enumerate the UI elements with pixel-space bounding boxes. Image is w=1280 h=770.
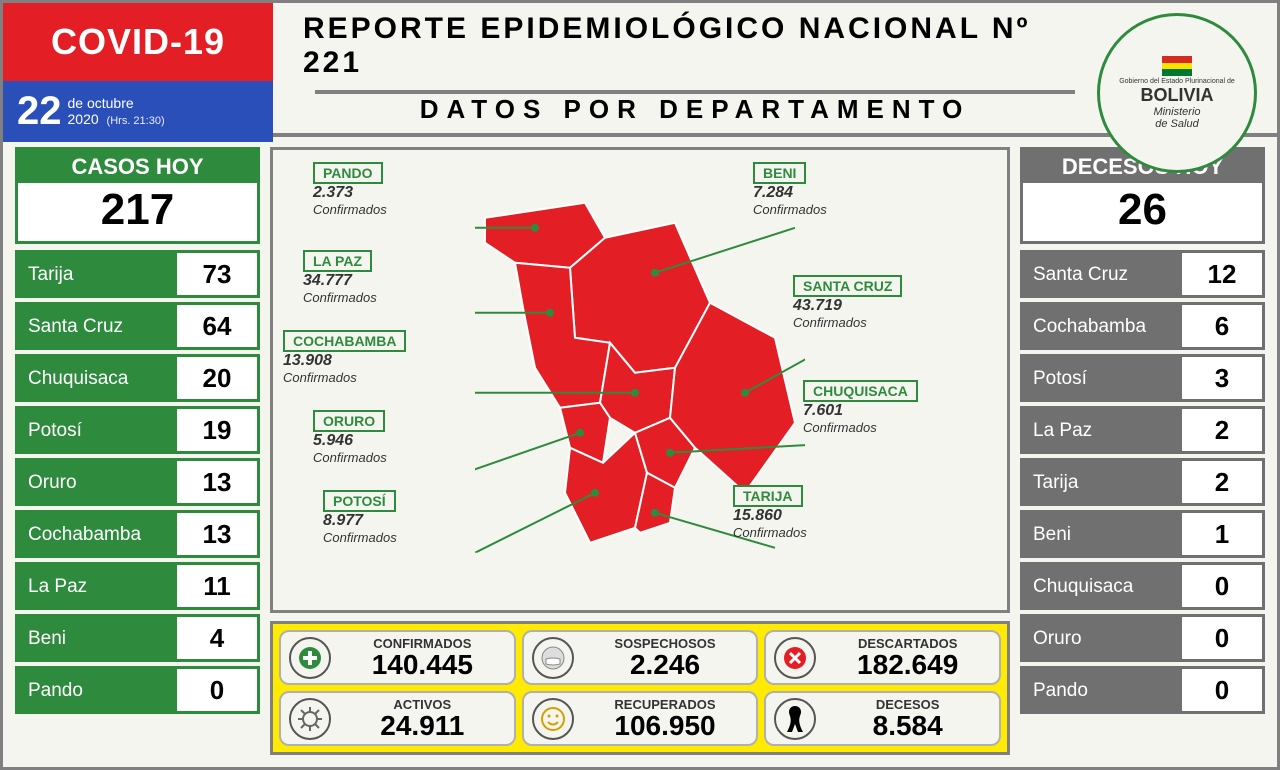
deaths-row: Cochabamba6 xyxy=(1020,302,1265,350)
deaths-today-total: 26 xyxy=(1020,180,1265,244)
cases-row-value: 73 xyxy=(177,253,257,295)
stat-card-sospechosos: SOSPECHOSOS2.246 xyxy=(522,630,759,685)
map-label-pando: PANDO2.373Confirmados xyxy=(313,162,387,217)
deaths-row-label: Chuquisaca xyxy=(1023,565,1182,607)
map-label-santa-cruz: SANTA CRUZ43.719Confirmados xyxy=(793,275,902,330)
cases-row-label: Pando xyxy=(18,669,177,711)
deaths-row-label: La Paz xyxy=(1023,409,1182,451)
cases-row: Tarija73 xyxy=(15,250,260,298)
smile-icon xyxy=(532,698,574,740)
cases-row-value: 0 xyxy=(177,669,257,711)
map-label-la-paz: LA PAZ34.777Confirmados xyxy=(303,250,377,305)
stat-value: 8.584 xyxy=(824,712,991,740)
cases-row-label: Potosí xyxy=(18,409,177,451)
stat-card-descartados: DESCARTADOS182.649 xyxy=(764,630,1001,685)
government-seal: Gobierno del Estado Plurinacional de BOL… xyxy=(1097,13,1257,173)
deaths-row-value: 12 xyxy=(1182,253,1262,295)
stat-card-confirmados: CONFIRMADOS140.445 xyxy=(279,630,516,685)
deaths-row-label: Santa Cruz xyxy=(1023,253,1182,295)
date-day: 22 xyxy=(17,89,62,134)
deaths-row-label: Potosí xyxy=(1023,357,1182,399)
cases-today-panel: CASOS HOY 217 Tarija73Santa Cruz64Chuqui… xyxy=(15,147,260,755)
deaths-row-label: Cochabamba xyxy=(1023,305,1182,347)
cases-row-label: Oruro xyxy=(18,461,177,503)
map-panel: PANDO2.373Confirmados LA PAZ34.777Confirm… xyxy=(270,147,1010,613)
deaths-row: Beni1 xyxy=(1020,510,1265,558)
deaths-row: La Paz2 xyxy=(1020,406,1265,454)
cases-row: Oruro13 xyxy=(15,458,260,506)
map-label-cochabamba: COCHABAMBA13.908Confirmados xyxy=(283,330,406,385)
stat-value: 2.246 xyxy=(582,651,749,679)
deaths-row-label: Beni xyxy=(1023,513,1182,555)
stat-card-activos: ACTIVOS24.911 xyxy=(279,691,516,746)
map-label-beni: BENI7.284Confirmados xyxy=(753,162,827,217)
cases-today-title: CASOS HOY xyxy=(15,147,260,180)
covid-badge: COVID-19 xyxy=(3,3,273,81)
stat-card-decesos: DECESOS8.584 xyxy=(764,691,1001,746)
deaths-row: Oruro0 xyxy=(1020,614,1265,662)
virus-icon xyxy=(289,698,331,740)
stat-value: 140.445 xyxy=(339,651,506,679)
cases-row-label: Beni xyxy=(18,617,177,659)
date-badge: 22 de octubre 2020 (Hrs. 21:30) xyxy=(3,81,273,142)
cross-icon xyxy=(774,637,816,679)
flag-icon xyxy=(1162,56,1192,76)
map-label-chuquisaca: CHUQUISACA7.601Confirmados xyxy=(803,380,918,435)
cases-row-label: La Paz xyxy=(18,565,177,607)
deaths-row-label: Pando xyxy=(1023,669,1182,711)
cases-row-label: Cochabamba xyxy=(18,513,177,555)
cases-row: Beni4 xyxy=(15,614,260,662)
deaths-row-label: Oruro xyxy=(1023,617,1182,659)
cases-row: Cochabamba13 xyxy=(15,510,260,558)
deaths-row-value: 0 xyxy=(1182,565,1262,607)
cases-row-value: 13 xyxy=(177,513,257,555)
header: COVID-19 22 de octubre 2020 (Hrs. 21:30)… xyxy=(3,3,1277,133)
cases-row: Pando0 xyxy=(15,666,260,714)
cases-today-total: 217 xyxy=(15,180,260,244)
map-label-tarija: TARIJA15.860Confirmados xyxy=(733,485,807,540)
national-stats-panel: CONFIRMADOS140.445SOSPECHOSOS2.246DESCAR… xyxy=(270,621,1010,755)
map-label-oruro: ORURO5.946Confirmados xyxy=(313,410,387,465)
deaths-row-value: 2 xyxy=(1182,409,1262,451)
deaths-row-value: 2 xyxy=(1182,461,1262,503)
cases-row-value: 64 xyxy=(177,305,257,347)
deaths-today-panel: DECESOS HOY 26 Santa Cruz12Cochabamba6Po… xyxy=(1020,147,1265,755)
stat-value: 24.911 xyxy=(339,712,506,740)
deaths-row-value: 0 xyxy=(1182,617,1262,659)
ribbon-icon xyxy=(774,698,816,740)
deaths-row: Potosí3 xyxy=(1020,354,1265,402)
report-title: REPORTE EPIDEMIOLÓGICO NACIONAL Nº 221 xyxy=(303,12,1087,80)
cases-row-label: Chuquisaca xyxy=(18,357,177,399)
stat-value: 106.950 xyxy=(582,712,749,740)
cases-row-value: 11 xyxy=(177,565,257,607)
deaths-row-value: 0 xyxy=(1182,669,1262,711)
deaths-row: Chuquisaca0 xyxy=(1020,562,1265,610)
cases-row: Santa Cruz64 xyxy=(15,302,260,350)
stat-card-recuperados: RECUPERADOS106.950 xyxy=(522,691,759,746)
cases-row-value: 4 xyxy=(177,617,257,659)
deaths-row-value: 6 xyxy=(1182,305,1262,347)
cases-row: Chuquisaca20 xyxy=(15,354,260,402)
deaths-row: Tarija2 xyxy=(1020,458,1265,506)
deaths-row-value: 3 xyxy=(1182,357,1262,399)
cases-row-value: 19 xyxy=(177,409,257,451)
plus-icon xyxy=(289,637,331,679)
cases-row: Potosí19 xyxy=(15,406,260,454)
cases-row-value: 13 xyxy=(177,461,257,503)
deaths-row-value: 1 xyxy=(1182,513,1262,555)
date-text: de octubre 2020 (Hrs. 21:30) xyxy=(68,95,165,128)
deaths-row-label: Tarija xyxy=(1023,461,1182,503)
cases-row-label: Santa Cruz xyxy=(18,305,177,347)
deaths-row: Pando0 xyxy=(1020,666,1265,714)
stat-value: 182.649 xyxy=(824,651,991,679)
cases-row-value: 20 xyxy=(177,357,257,399)
map-label-potosí: POTOSÍ8.977Confirmados xyxy=(323,490,397,545)
report-subtitle: DATOS POR DEPARTAMENTO xyxy=(303,94,1087,125)
cases-row: La Paz11 xyxy=(15,562,260,610)
deaths-row: Santa Cruz12 xyxy=(1020,250,1265,298)
cases-row-label: Tarija xyxy=(18,253,177,295)
face-icon xyxy=(532,637,574,679)
